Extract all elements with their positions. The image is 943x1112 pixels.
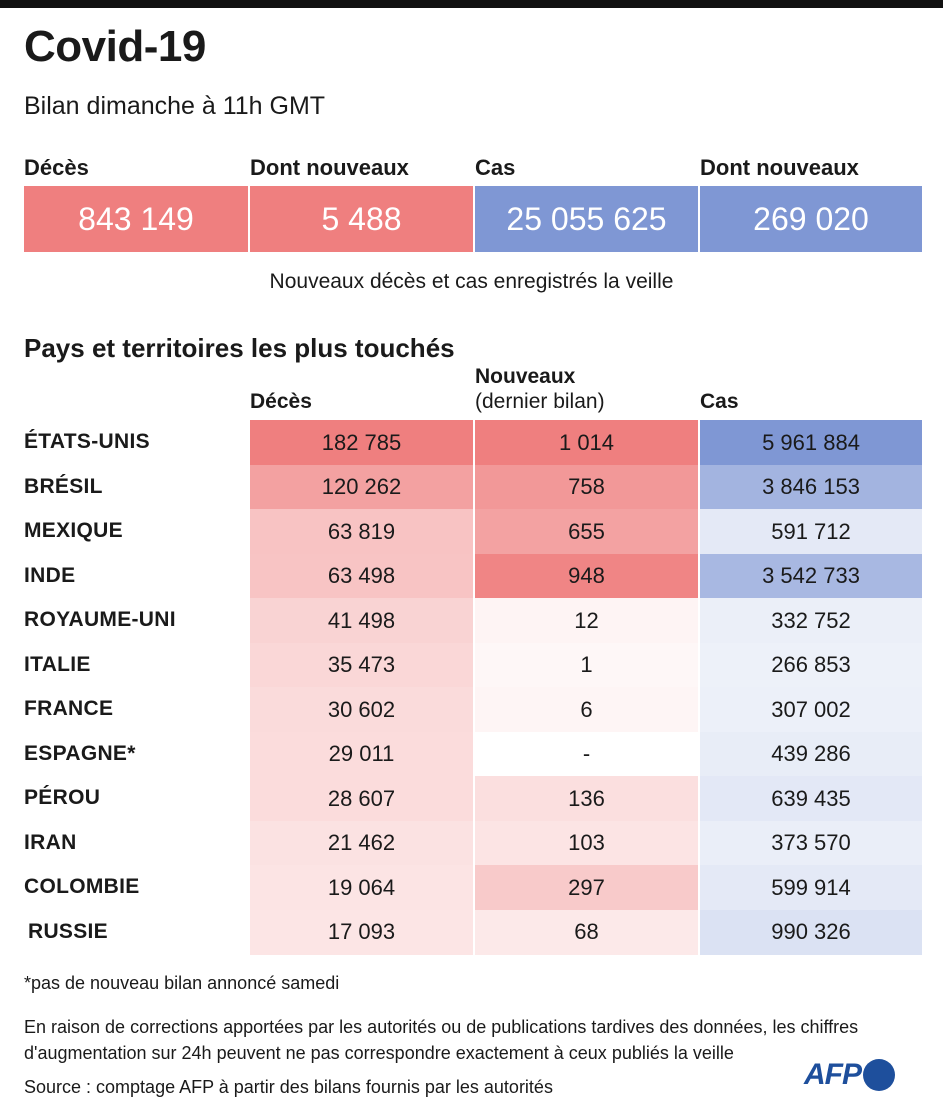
- row-label: ITALIE: [24, 652, 91, 676]
- row-label: ROYAUME-UNI: [24, 608, 176, 631]
- row-label: BRÉSIL: [24, 474, 103, 498]
- deaths-cell: 28 607: [250, 776, 473, 821]
- summary-deaths-value: 843 149: [24, 186, 248, 252]
- top-rule: [0, 0, 943, 8]
- column-header-cases: Cas: [700, 390, 739, 413]
- new-cell: 1: [475, 642, 698, 688]
- row-label: ÉTATS-UNIS: [24, 430, 150, 453]
- deaths-cell: 19 064: [250, 865, 473, 910]
- new-cell: 12: [475, 598, 698, 643]
- afp-logo-text: AFP: [804, 1058, 862, 1091]
- source-note: Source : comptage AFP à partir des bilan…: [24, 1077, 553, 1097]
- deaths-cell: 35 473: [250, 642, 473, 688]
- cases-cell: 373 570: [700, 820, 922, 866]
- new-cell: 297: [475, 865, 698, 910]
- cases-cell: 990 326: [700, 909, 922, 955]
- cases-cell: 3 542 733: [700, 553, 922, 599]
- summary-cases-value: 25 055 625: [475, 186, 698, 252]
- new-cell: 1 014: [475, 420, 698, 465]
- cases-cell: 5 961 884: [700, 420, 922, 465]
- cases-cell: 599 914: [700, 865, 922, 910]
- deaths-cell: 17 093: [250, 909, 473, 955]
- summary-new-deaths-value: 5 488: [250, 186, 473, 252]
- afp-logo: AFP: [804, 1058, 895, 1092]
- row-label: PÉROU: [24, 786, 101, 809]
- new-cell: 948: [475, 553, 698, 599]
- deaths-cell: 63 819: [250, 509, 473, 554]
- deaths-cell: 41 498: [250, 598, 473, 643]
- summary-new-cases-value: 269 020: [700, 186, 922, 252]
- summary-deaths-label: Décès: [24, 155, 89, 180]
- cases-cell: 3 846 153: [700, 464, 922, 510]
- cases-cell: 307 002: [700, 687, 922, 732]
- deaths-cell: 21 462: [250, 820, 473, 866]
- disclaimer-line-1: En raison de corrections apportées par l…: [24, 1017, 859, 1037]
- afp-logo-dot-icon: [863, 1059, 895, 1091]
- new-cell: 655: [475, 509, 698, 554]
- deaths-cell: 30 602: [250, 687, 473, 732]
- cases-cell: 439 286: [700, 731, 922, 777]
- deaths-cell: 29 011: [250, 731, 473, 777]
- summary-new-deaths-label: Dont nouveaux: [250, 155, 409, 180]
- cases-cell: 266 853: [700, 642, 922, 688]
- cases-cell: 332 752: [700, 598, 922, 643]
- row-label: ESPAGNE*: [24, 741, 136, 765]
- new-cell: 6: [475, 687, 698, 732]
- column-header-new-sub: (dernier bilan): [475, 390, 605, 413]
- summary-new-cases-label: Dont nouveaux: [700, 155, 859, 180]
- column-header-new: Nouveaux: [475, 365, 576, 388]
- table-title: Pays et territoires les plus touchés: [24, 333, 455, 363]
- row-label: FRANCE: [24, 697, 114, 720]
- row-label: RUSSIE: [28, 919, 108, 943]
- new-cell: -: [475, 731, 698, 777]
- summary-cases-label: Cas: [475, 155, 516, 180]
- new-cell: 136: [475, 776, 698, 821]
- disclaimer-line-2: d'augmentation sur 24h peuvent ne pas co…: [24, 1043, 734, 1063]
- asterisk-note: *pas de nouveau bilan annoncé samedi: [24, 973, 340, 993]
- deaths-cell: 182 785: [250, 420, 473, 465]
- page-subtitle: Bilan dimanche à 11h GMT: [24, 92, 326, 120]
- deaths-cell: 120 262: [250, 464, 473, 510]
- row-label: INDE: [24, 563, 76, 587]
- row-label: IRAN: [24, 830, 77, 854]
- cases-cell: 591 712: [700, 509, 922, 554]
- summary-note: Nouveaux décès et cas enregistrés la vei…: [269, 270, 674, 293]
- column-header-deaths: Décès: [250, 390, 312, 413]
- row-label: COLOMBIE: [24, 875, 140, 898]
- new-cell: 103: [475, 820, 698, 866]
- new-cell: 68: [475, 909, 698, 955]
- row-label: MEXIQUE: [24, 519, 123, 542]
- deaths-cell: 63 498: [250, 553, 473, 599]
- cases-cell: 639 435: [700, 776, 922, 821]
- page-title: Covid-19: [24, 22, 206, 71]
- new-cell: 758: [475, 464, 698, 510]
